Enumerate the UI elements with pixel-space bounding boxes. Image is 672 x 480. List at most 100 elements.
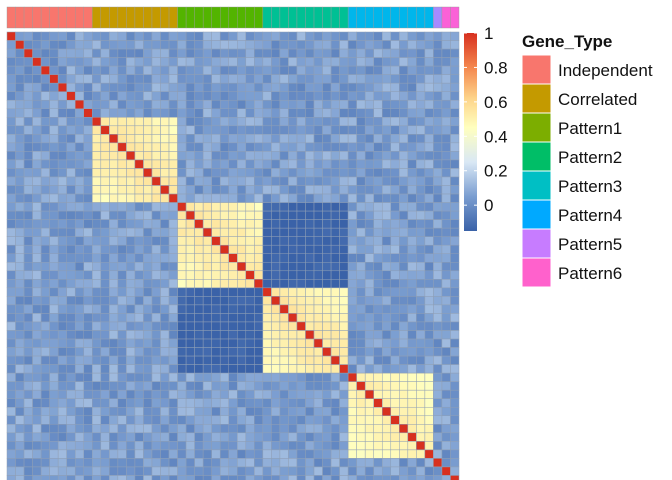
- heatmap-cell: [23, 304, 33, 314]
- heatmap-cell: [134, 441, 144, 451]
- heatmap-cell: [381, 406, 392, 417]
- heatmap-cell: [66, 321, 76, 331]
- heatmap-cell: [279, 406, 289, 417]
- heatmap-cell: [305, 108, 315, 118]
- heatmap-cell: [296, 253, 306, 263]
- heatmap-cell: [100, 151, 110, 161]
- heatmap-cell: [143, 99, 153, 110]
- heatmap-cell: [168, 415, 178, 425]
- heatmap-cell: [390, 151, 400, 161]
- heatmap-cell: [57, 236, 67, 246]
- heatmap-cell: [407, 287, 417, 297]
- heatmap-cell: [288, 270, 298, 280]
- heatmap-cell: [339, 279, 349, 289]
- heatmap-cell: [279, 364, 289, 374]
- heatmap-cell: [373, 381, 383, 391]
- heatmap-cell: [373, 270, 383, 280]
- heatmap-cell: [296, 176, 306, 186]
- heatmap-cell: [313, 253, 323, 263]
- heatmap-cell: [347, 168, 357, 178]
- heatmap-cell: [441, 304, 451, 314]
- heatmap-cell: [160, 347, 170, 357]
- heatmap-cell: [237, 321, 247, 331]
- heatmap-cell: [185, 338, 195, 348]
- heatmap-cell: [219, 415, 229, 425]
- heatmap-cell: [40, 279, 50, 289]
- heatmap-cell: [271, 108, 281, 118]
- heatmap-cell: [168, 202, 178, 212]
- heatmap-cell: [356, 406, 366, 417]
- heatmap-cell: [450, 57, 460, 67]
- heatmap-cell: [450, 347, 460, 357]
- heatmap-cell: [424, 424, 434, 434]
- annotation-cell: [433, 6, 443, 29]
- heatmap-cell: [177, 125, 187, 135]
- annotation-cell: [134, 6, 144, 29]
- heatmap-cell: [262, 91, 272, 101]
- heatmap-cell: [271, 134, 281, 144]
- heatmap-cell: [399, 296, 409, 306]
- heatmap-cell: [6, 193, 16, 203]
- heatmap-cell: [92, 458, 102, 468]
- heatmap-cell: [279, 48, 289, 58]
- annotation-cell: [279, 6, 289, 29]
- heatmap-cell: [211, 441, 221, 451]
- heatmap-cell: [322, 193, 332, 203]
- heatmap-cell: [168, 142, 178, 152]
- heatmap-cell: [407, 82, 417, 92]
- heatmap-cell: [100, 134, 110, 144]
- annotation-cell: [407, 6, 417, 29]
- heatmap-cell: [40, 202, 50, 212]
- heatmap-cell: [49, 134, 59, 144]
- heatmap-cell: [109, 287, 119, 297]
- heatmap-cell: [262, 441, 272, 451]
- heatmap-cell: [92, 151, 102, 161]
- heatmap-cell: [407, 270, 417, 280]
- heatmap-cell: [168, 31, 178, 41]
- heatmap-cell: [211, 279, 221, 289]
- heatmap-cell: [228, 236, 238, 246]
- heatmap-cell: [228, 372, 238, 382]
- heatmap-cell: [40, 134, 50, 144]
- heatmap-cell: [322, 364, 332, 374]
- heatmap-cell: [407, 355, 417, 365]
- heatmap-cell: [40, 406, 50, 417]
- heatmap-cell: [416, 313, 426, 323]
- heatmap-cell: [117, 91, 127, 101]
- heatmap-cell: [356, 48, 366, 58]
- annotation-cell: [245, 6, 255, 29]
- heatmap-cell: [74, 355, 85, 365]
- heatmap-cell: [74, 40, 85, 50]
- heatmap-cell: [305, 287, 315, 297]
- heatmap-cell: [347, 406, 357, 417]
- heatmap-cell: [83, 168, 93, 178]
- heatmap-cell: [424, 296, 434, 306]
- heatmap-cell: [160, 48, 170, 58]
- heatmap-cell: [219, 185, 229, 195]
- heatmap-cell: [245, 159, 255, 169]
- heatmap-cell: [237, 449, 247, 459]
- heatmap-cell: [202, 202, 212, 212]
- heatmap-cell: [228, 40, 238, 50]
- heatmap-cell: [117, 304, 127, 314]
- heatmap-cell: [237, 466, 247, 476]
- heatmap-cell: [254, 415, 264, 425]
- heatmap-cell: [347, 355, 357, 365]
- heatmap-cell: [177, 475, 187, 480]
- heatmap-cell: [296, 65, 306, 75]
- heatmap-cell: [66, 424, 76, 434]
- heatmap-cell: [373, 91, 383, 101]
- heatmap-cell: [117, 355, 127, 365]
- heatmap-cell: [211, 466, 221, 476]
- heatmap-cell: [185, 321, 195, 331]
- heatmap-cell: [424, 304, 434, 314]
- heatmap-cell: [126, 91, 136, 101]
- heatmap-cell: [49, 219, 59, 229]
- heatmap-cell: [441, 287, 451, 297]
- heatmap-cell: [450, 151, 460, 161]
- heatmap-cell: [254, 31, 264, 41]
- heatmap-cell: [83, 296, 93, 306]
- heatmap-cell: [83, 364, 93, 374]
- heatmap-cell: [271, 432, 281, 442]
